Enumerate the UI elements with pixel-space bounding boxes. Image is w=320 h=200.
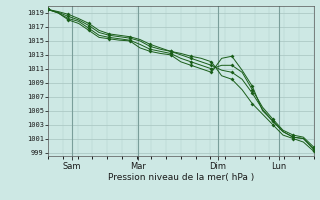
X-axis label: Pression niveau de la mer( hPa ): Pression niveau de la mer( hPa ) xyxy=(108,173,254,182)
